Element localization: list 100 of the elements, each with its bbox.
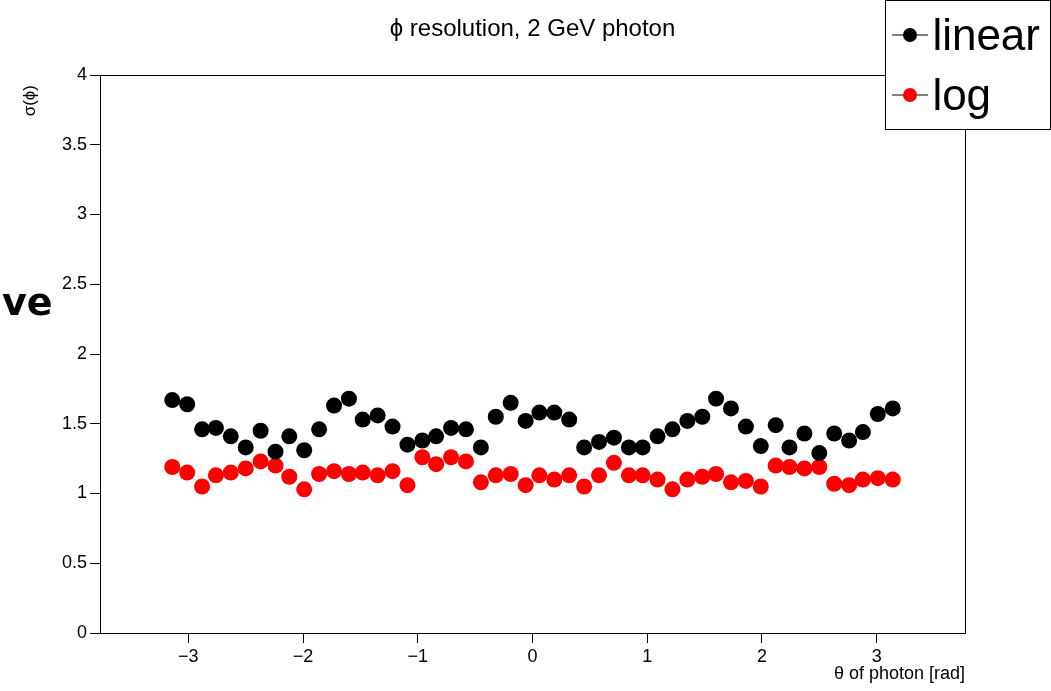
y-tick-label: 3 <box>76 203 87 224</box>
point <box>708 390 725 407</box>
legend-label: log <box>932 69 992 121</box>
point <box>326 463 343 480</box>
point <box>694 468 711 485</box>
x-tick-label: 3 <box>871 645 882 666</box>
y-tick-label: 1.5 <box>61 412 87 433</box>
point <box>384 418 401 435</box>
point <box>502 394 519 411</box>
point <box>252 453 269 470</box>
point <box>414 432 431 449</box>
point <box>252 422 269 439</box>
point <box>722 400 739 417</box>
y-tick-label: 2 <box>76 342 87 363</box>
point <box>679 412 696 429</box>
point <box>399 477 416 494</box>
point <box>281 468 298 485</box>
point <box>457 421 474 438</box>
point <box>722 474 739 491</box>
point <box>605 429 622 446</box>
point <box>457 453 474 470</box>
point <box>487 467 504 484</box>
point <box>561 467 578 484</box>
point <box>354 411 371 428</box>
point <box>694 408 711 425</box>
point <box>428 456 445 473</box>
point <box>620 439 637 456</box>
point <box>796 460 813 477</box>
x-axis-title: θ of photon [rad] <box>833 663 965 684</box>
point <box>369 407 386 424</box>
point <box>517 412 534 429</box>
legend-label: linear <box>932 9 1040 61</box>
point <box>311 465 328 482</box>
point <box>811 459 828 475</box>
point <box>164 459 181 475</box>
point <box>267 443 284 460</box>
point <box>296 442 313 459</box>
y-tick-label: 4 <box>76 63 87 84</box>
point <box>679 471 696 488</box>
point <box>576 478 593 495</box>
point <box>237 460 254 477</box>
point <box>472 474 489 491</box>
point <box>369 467 386 484</box>
point <box>399 436 416 453</box>
point <box>443 419 460 436</box>
point <box>841 477 858 494</box>
x-tick-label: 2 <box>756 645 767 666</box>
point <box>767 417 784 434</box>
point <box>179 464 196 481</box>
point <box>428 428 445 445</box>
point <box>576 439 593 456</box>
point <box>781 439 798 456</box>
point <box>222 428 239 445</box>
point <box>634 439 651 456</box>
point <box>649 428 666 445</box>
point <box>281 428 298 445</box>
point <box>443 449 460 466</box>
point <box>884 400 901 417</box>
point <box>649 471 666 488</box>
point <box>708 465 725 482</box>
point <box>634 467 651 484</box>
point <box>826 475 843 492</box>
point <box>472 439 489 456</box>
point <box>561 411 578 428</box>
point <box>591 433 608 450</box>
point <box>502 465 519 482</box>
point <box>267 457 284 474</box>
y-tick-label: 3.5 <box>61 133 87 154</box>
point <box>179 396 196 413</box>
point <box>591 467 608 484</box>
point <box>841 432 858 449</box>
point <box>854 424 871 441</box>
point <box>164 392 181 409</box>
point <box>620 467 637 484</box>
point <box>826 425 843 442</box>
point <box>796 425 813 442</box>
point <box>296 481 313 498</box>
point <box>884 471 901 488</box>
point <box>531 467 548 484</box>
point <box>869 470 886 487</box>
point <box>664 421 681 438</box>
point <box>194 478 211 495</box>
point <box>854 471 871 488</box>
point <box>546 471 563 488</box>
point <box>737 472 754 489</box>
point <box>384 463 401 480</box>
point <box>605 454 622 471</box>
point <box>531 404 548 421</box>
point <box>664 481 681 498</box>
point <box>752 438 769 455</box>
point <box>340 390 357 407</box>
point <box>869 405 886 422</box>
x-tick-label: −1 <box>407 645 429 666</box>
chart-title: ϕ resolution, 2 GeV photon <box>389 14 676 41</box>
point <box>414 449 431 466</box>
y-tick-label: 0.5 <box>61 552 87 573</box>
point <box>326 397 343 414</box>
point <box>311 421 328 438</box>
point <box>517 477 534 494</box>
point <box>207 419 224 436</box>
